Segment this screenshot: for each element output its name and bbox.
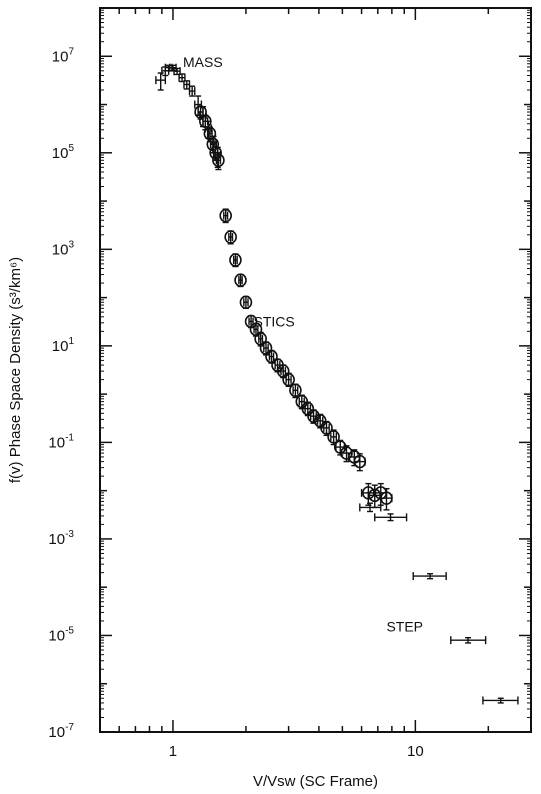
circle-point <box>212 152 225 171</box>
y-tick-label: 10-3 <box>48 529 74 548</box>
circle-point <box>353 453 367 472</box>
y-tick-label: 103 <box>52 239 75 258</box>
y-axis-label: f(v) Phase Space Density (s³/km⁶) <box>7 257 24 483</box>
chart-text: V/Vsw (SC Frame) f(v) Phase Space Densit… <box>7 46 424 790</box>
y-tick-label: 10-5 <box>48 625 74 644</box>
circle-point <box>265 349 278 364</box>
x-tick-label: 10 <box>407 743 424 760</box>
circle-point <box>229 253 242 268</box>
circle-marker <box>234 273 247 287</box>
circle-marker <box>229 253 242 267</box>
circle-marker <box>239 295 253 310</box>
circle-point <box>219 208 232 224</box>
circle-marker <box>307 409 320 423</box>
circle-point <box>224 230 237 245</box>
errorbar-point <box>155 72 167 91</box>
x-axis-label: V/Vsw (SC Frame) <box>253 773 378 790</box>
circle-marker <box>327 430 340 444</box>
circle-marker <box>320 421 333 435</box>
circle-point <box>380 487 393 511</box>
circle-marker <box>289 383 302 398</box>
circle-marker <box>340 446 353 460</box>
axis-ticks <box>99 7 532 733</box>
errorbar-point <box>374 513 408 522</box>
circle-marker <box>199 114 212 129</box>
circle-point <box>320 420 333 437</box>
circle-marker <box>380 491 393 505</box>
circle-point <box>199 114 212 131</box>
circle-marker <box>224 230 237 244</box>
y-tick-label: 101 <box>52 336 75 355</box>
errorbar-point <box>482 696 519 705</box>
y-tick-label: 10-1 <box>48 432 74 451</box>
y-tick-label: 105 <box>52 143 75 162</box>
circle-marker <box>353 454 367 469</box>
errorbar-point <box>450 636 487 645</box>
y-tick-label: 10-7 <box>48 722 74 741</box>
circle-marker <box>282 372 295 387</box>
circle-point <box>239 295 253 310</box>
x-tick-label: 1 <box>169 743 177 760</box>
circle-marker <box>265 349 278 364</box>
circle-point <box>234 273 247 288</box>
circle-marker <box>219 208 232 223</box>
errorbar-point <box>169 63 177 72</box>
data-marks <box>155 63 519 705</box>
errorbar-point <box>359 502 382 513</box>
annotation-label: STICS <box>254 314 295 330</box>
circle-marker <box>313 414 327 428</box>
circle-marker <box>212 153 225 168</box>
plot-border <box>99 7 532 733</box>
errorbar-point <box>188 85 196 97</box>
plot-frame <box>99 7 532 733</box>
annotation-label: STEP <box>386 619 423 635</box>
annotation-label: MASS <box>183 54 223 70</box>
circle-point <box>254 331 267 347</box>
circle-marker <box>206 137 220 152</box>
circle-point <box>206 137 220 154</box>
y-tick-label: 107 <box>52 46 75 65</box>
errorbar-point <box>412 572 447 581</box>
